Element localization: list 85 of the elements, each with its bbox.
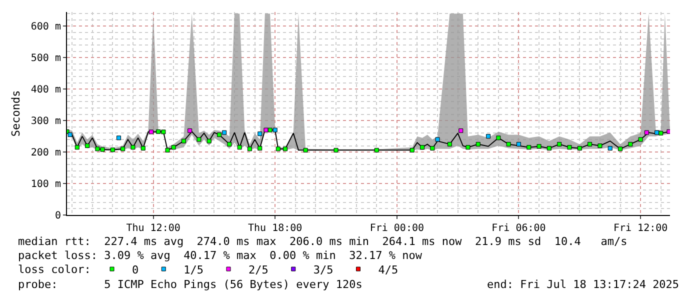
point	[161, 130, 166, 134]
text: median rtt: 227.4 ms avg 274.0 ms max 206.0 ms min 264.1 ms now 21.9 ms sd 10.4 am/s	[18, 235, 628, 248]
point	[206, 138, 212, 144]
text: probe: 5 ICMP Echo Pings (56 Bytes) every 120s	[18, 278, 362, 291]
point	[196, 137, 202, 142]
point	[476, 142, 480, 146]
point	[258, 132, 262, 136]
point	[217, 132, 222, 137]
point	[276, 146, 280, 152]
y-axis-title: Seconds	[10, 90, 23, 137]
point	[658, 130, 664, 136]
point	[120, 146, 126, 152]
y-tick-label: 500 m	[30, 53, 61, 64]
point	[618, 146, 623, 152]
point	[458, 128, 464, 133]
point	[536, 144, 542, 149]
point	[557, 142, 562, 146]
point	[258, 146, 262, 151]
point	[303, 148, 308, 152]
y-tick-label: 600 m	[30, 22, 61, 33]
point	[222, 130, 227, 135]
point	[410, 148, 414, 152]
point	[608, 146, 612, 151]
point	[165, 148, 170, 152]
point	[85, 144, 90, 148]
point	[272, 128, 278, 132]
legend-label: 0	[132, 263, 139, 276]
point	[666, 129, 670, 134]
point	[188, 128, 192, 133]
y-tick-label: 100 m	[30, 179, 61, 190]
point	[638, 137, 643, 142]
text: end: Fri Jul 18 13:17:24 2025	[487, 278, 680, 291]
point	[268, 128, 272, 132]
y-tick-label: 0	[54, 210, 61, 222]
y-tick-label: 200 m	[30, 148, 61, 159]
x-tick-label: Thu 12:00	[126, 223, 180, 234]
x-tick-label: Fri 12:00	[613, 223, 668, 234]
point	[516, 142, 521, 146]
point	[110, 148, 115, 152]
point	[374, 148, 379, 152]
point	[140, 146, 146, 151]
y-tick-label: 300 m	[30, 116, 61, 128]
legend-label: 3/5	[313, 263, 334, 276]
point	[334, 148, 338, 152]
point	[283, 146, 288, 152]
x-tick-label: Fri 06:00	[492, 223, 546, 234]
point	[486, 134, 491, 139]
point	[654, 130, 660, 135]
point	[526, 145, 532, 150]
point	[95, 146, 100, 152]
point	[247, 146, 252, 152]
point	[420, 145, 425, 150]
point	[628, 142, 633, 146]
point	[506, 142, 511, 146]
point	[577, 146, 582, 151]
point	[466, 145, 470, 150]
point	[156, 129, 161, 134]
point	[181, 138, 186, 144]
point	[130, 145, 136, 150]
point	[100, 147, 105, 152]
point	[435, 137, 440, 142]
y-tick-label: 400 m	[30, 84, 61, 96]
point	[447, 142, 452, 146]
point	[171, 145, 176, 150]
legend-title: loss color:	[18, 263, 91, 276]
legend-label: 2/5	[248, 263, 268, 276]
point	[588, 142, 592, 146]
x-tick-label: Thu 18:00	[248, 223, 302, 234]
point	[430, 146, 435, 151]
point	[546, 146, 552, 151]
text: packet loss: 3.09 % avg 40.17 % max 0.00 % min 32.17 % now	[18, 249, 422, 262]
point	[74, 145, 80, 150]
point	[149, 130, 154, 134]
point	[68, 132, 72, 137]
point	[237, 145, 242, 150]
x-tick-label: Fri 00:00	[370, 223, 424, 234]
point	[116, 136, 122, 140]
legend-label: 1/5	[184, 263, 204, 276]
point	[264, 128, 268, 132]
point	[644, 130, 649, 135]
legend-label: 4/5	[378, 263, 398, 276]
point	[567, 145, 572, 150]
point	[496, 136, 501, 140]
point	[227, 142, 232, 146]
point	[598, 144, 602, 148]
